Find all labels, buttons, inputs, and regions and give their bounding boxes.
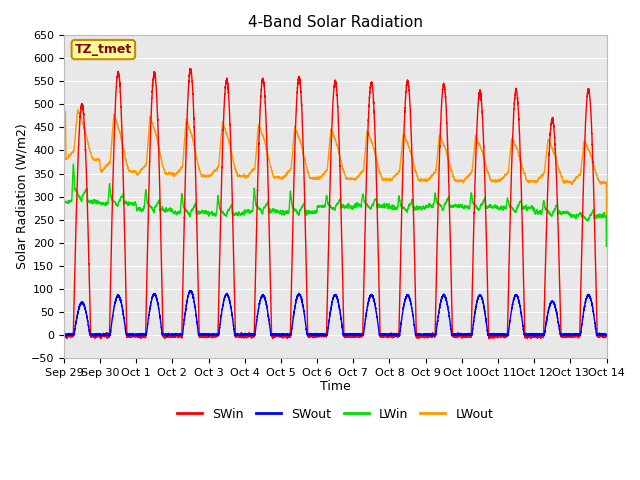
SWout — [580, 307, 588, 313]
Legend: SWin, SWout, LWin, LWout: SWin, SWout, LWin, LWout — [172, 403, 499, 426]
SWin — [457, 334, 465, 339]
LWout — [573, 174, 581, 180]
LWin — [573, 212, 581, 218]
SWin — [603, 332, 611, 337]
SWin — [60, 331, 68, 337]
LWin — [457, 203, 465, 208]
SWout — [603, 332, 611, 337]
Title: 4-Band Solar Radiation: 4-Band Solar Radiation — [248, 15, 422, 30]
LWin — [60, 199, 68, 204]
LWout — [472, 133, 480, 139]
Line: SWin: SWin — [64, 69, 607, 338]
Line: LWout: LWout — [64, 109, 607, 233]
LWout — [60, 107, 68, 113]
LWin — [603, 242, 611, 248]
LWout — [603, 230, 611, 236]
SWout — [244, 333, 252, 338]
LWin — [244, 208, 252, 214]
SWin — [97, 336, 105, 341]
SWin — [580, 168, 588, 174]
SWin — [317, 333, 324, 338]
SWin — [244, 333, 252, 339]
LWout — [580, 140, 588, 145]
SWout — [472, 304, 480, 310]
LWout — [317, 174, 324, 180]
LWin — [472, 203, 480, 208]
Text: TZ_tmet: TZ_tmet — [75, 43, 132, 56]
X-axis label: Time: Time — [320, 380, 351, 393]
SWout — [188, 288, 195, 294]
LWout — [457, 178, 465, 184]
SWin — [472, 149, 480, 155]
SWin — [186, 66, 194, 72]
SWin — [573, 332, 581, 338]
SWout — [60, 333, 68, 339]
SWout — [317, 332, 324, 338]
LWout — [60, 107, 68, 112]
SWout — [573, 332, 581, 338]
LWin — [70, 161, 77, 167]
LWin — [580, 215, 588, 220]
LWin — [317, 203, 324, 209]
Y-axis label: Solar Radiation (W/m2): Solar Radiation (W/m2) — [15, 124, 28, 269]
SWout — [457, 331, 465, 336]
Line: LWin: LWin — [64, 164, 607, 247]
LWout — [244, 172, 252, 178]
LWin — [603, 244, 611, 250]
Line: SWout: SWout — [64, 291, 607, 336]
SWout — [164, 333, 172, 339]
